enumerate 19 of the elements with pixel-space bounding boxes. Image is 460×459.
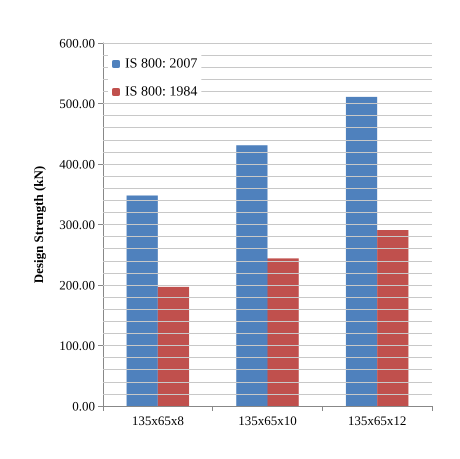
bar [346, 96, 378, 406]
bar [158, 286, 190, 406]
bar [236, 145, 268, 406]
bar [268, 258, 299, 406]
x-tick-label: 135x65x12 [348, 413, 406, 428]
y-tick-label: 300.00 [59, 217, 95, 232]
bar [126, 195, 158, 406]
y-tick-label: 200.00 [59, 278, 95, 292]
y-tick-label: 500.00 [59, 96, 95, 111]
x-tick-label: 135x65x8 [132, 413, 184, 428]
legend-label: IS 800: 2007 [125, 56, 198, 72]
y-tick-label: 400.00 [59, 156, 95, 172]
y-tick-label: 0.00 [72, 398, 95, 414]
y-tick-label: 600.00 [59, 36, 95, 50]
y-tick-label: 100.00 [59, 338, 95, 353]
legend-label: IS 800: 1984 [125, 84, 198, 100]
bar [377, 230, 408, 406]
y-axis-title: Design Strength (kN) [31, 166, 46, 284]
x-tick-label: 135x65x10 [238, 413, 297, 428]
